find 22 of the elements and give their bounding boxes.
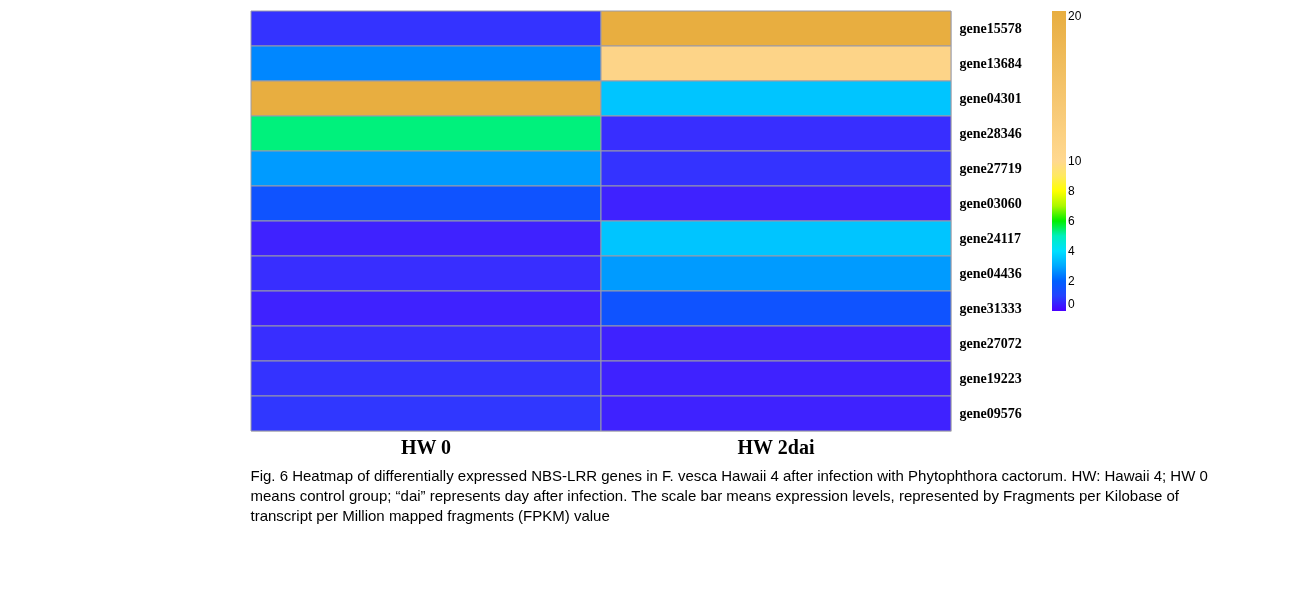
color-bar-label: 20 <box>1068 9 1082 23</box>
color-bar-label: 4 <box>1068 244 1075 258</box>
color-bar-label: 10 <box>1068 154 1082 168</box>
y-tick-label: gene28346 <box>959 125 1022 141</box>
y-tick-label: gene27072 <box>959 335 1022 351</box>
y-tick-label: gene15578 <box>959 20 1022 36</box>
y-tick-label: gene24117 <box>959 230 1021 246</box>
y-tick-label: gene27719 <box>959 160 1022 176</box>
x-tick-label: HW 0 <box>400 435 452 458</box>
color-bar-label: 0 <box>1068 297 1075 311</box>
color-bar-label: 6 <box>1068 214 1075 228</box>
x-tick-label: HW 2dai <box>737 435 815 458</box>
color-bar-label: 8 <box>1068 184 1075 198</box>
color-bar-label: 2 <box>1068 274 1075 288</box>
y-tick-label: gene04436 <box>959 265 1022 281</box>
y-tick-label: gene09576 <box>959 405 1022 421</box>
y-tick-label: gene03060 <box>959 195 1022 211</box>
caption: Fig. 6 Heatmap of differentially expressed NBS-LRR genes in F. vesca Hawaii 4 after infection with Phytophthora cactorum. HW: Hawaii 4; HW 0 means control group; “dai” represents day after infection. The scale bar means expression levels, represented by Fragments per Kilobase of transcript per Million mapped fragments (FPKM) value <box>250 467 1208 524</box>
y-tick-label: gene19223 <box>959 370 1022 386</box>
y-tick-label: gene31333 <box>959 300 1022 316</box>
y-tick-label: gene13684 <box>959 55 1022 71</box>
y-tick-label: gene04301 <box>959 90 1022 106</box>
